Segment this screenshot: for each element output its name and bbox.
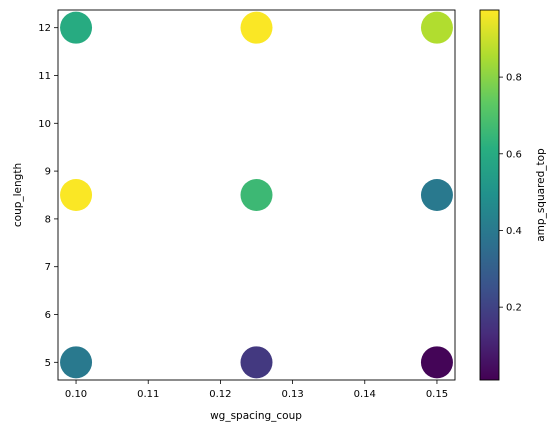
x-tick-label-3: 0.13 [281,389,303,400]
scatter-point-3 [60,179,93,211]
scatter-point-8 [420,346,453,379]
x-tick-label-0: 0.10 [65,389,87,400]
x-axis-ticks: 0.10 0.11 0.12 0.13 0.14 0.15 [65,380,448,400]
y-tick-label-6: 11 [38,71,51,82]
x-tick-label-4: 0.14 [354,389,376,400]
x-tick-label-2: 0.12 [209,389,231,400]
y-axis-ticks: 5 6 7 8 9 10 11 12 [38,23,58,369]
colorbar-tick-label-3: 0.8 [506,73,522,84]
scatter-point-4 [240,179,273,211]
colorbar-label: amp_squared_top [535,148,547,242]
y-tick-label-4: 9 [45,167,51,178]
scatter-point-2 [420,11,453,44]
colorbar-tick-label-0: 0.2 [506,303,522,314]
x-tick-label-5: 0.15 [426,389,448,400]
colorbar-tick-label-1: 0.4 [506,226,522,237]
y-tick-label-7: 12 [38,23,51,34]
points-layer [60,11,453,379]
scatter-point-5 [420,179,453,211]
y-tick-label-0: 5 [45,358,51,369]
y-tick-label-1: 6 [45,310,51,321]
y-tick-label-5: 10 [38,119,51,130]
y-tick-label-2: 7 [45,262,51,273]
y-axis-label: coup_length [12,163,24,227]
scatter-point-6 [60,346,93,379]
scatter-point-1 [240,11,273,44]
x-axis-label: wg_spacing_coup [210,410,302,422]
x-tick-label-1: 0.11 [137,389,159,400]
scatter-point-0 [60,11,93,44]
colorbar-ticks: 0.2 0.4 0.6 0.8 [499,73,522,314]
plot-frame [57,9,456,381]
colorbar-tick-label-2: 0.6 [506,149,522,160]
colorbar [479,9,500,381]
scatter-point-7 [240,346,273,379]
y-tick-label-3: 8 [45,214,51,225]
